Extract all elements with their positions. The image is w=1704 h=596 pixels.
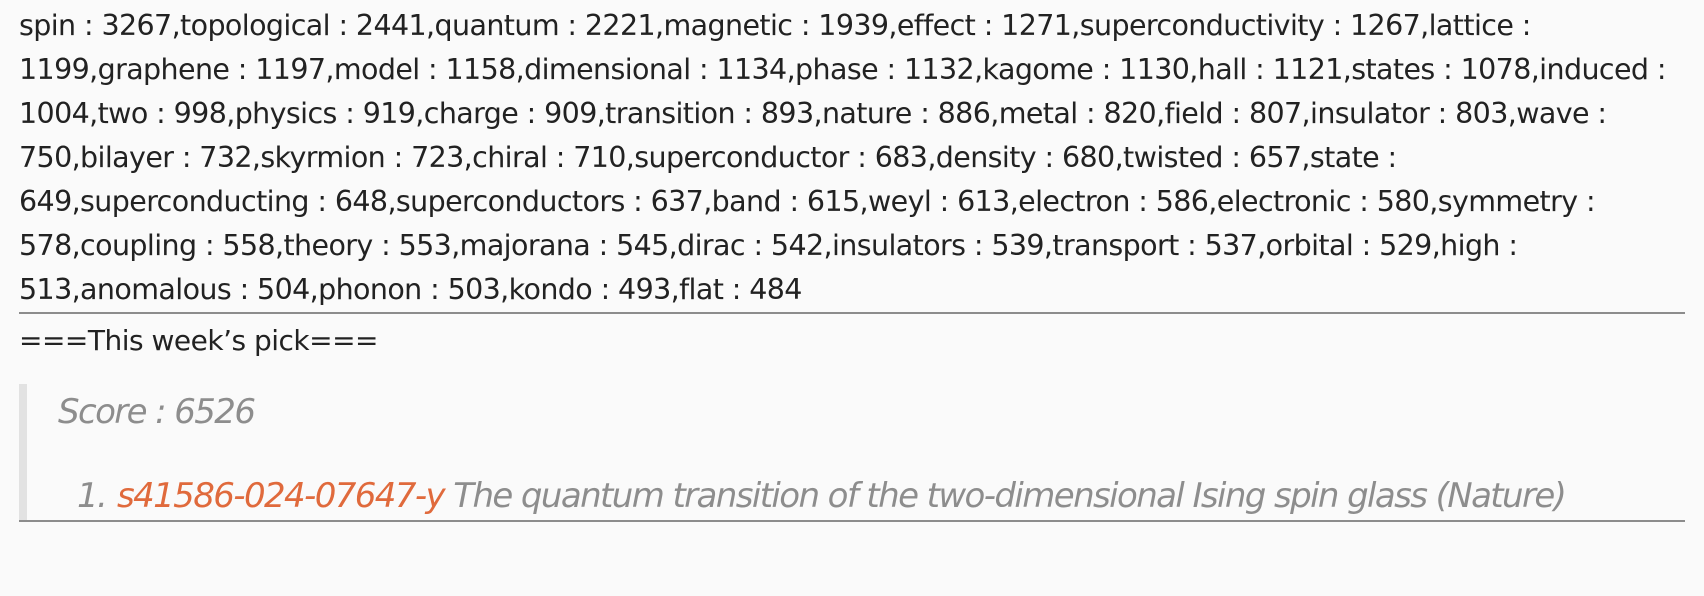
page-content: spin : 3267,topological : 2441,quantum :… xyxy=(19,9,1685,522)
pick-item-number: 1. xyxy=(77,476,108,516)
paper-id-link[interactable]: s41586-024-07647-y xyxy=(117,476,446,516)
word-frequency-list: spin : 3267,topological : 2441,quantum :… xyxy=(19,9,1666,306)
weekly-pick-heading: ===This week’s pick=== xyxy=(19,324,379,357)
pick-list: 1. s41586-024-07647-y The quantum transit… xyxy=(58,474,1685,518)
pick-item: 1. s41586-024-07647-y The quantum transit… xyxy=(77,474,1685,518)
paper-title: The quantum transition of the two-dimens… xyxy=(453,476,1567,516)
pick-score: Score : 6526 xyxy=(58,392,256,432)
bottom-divider xyxy=(19,520,1685,522)
weekly-pick-quote: Score : 6526 1. s41586-024-07647-y The qu… xyxy=(19,384,1685,520)
top-divider xyxy=(19,312,1685,314)
